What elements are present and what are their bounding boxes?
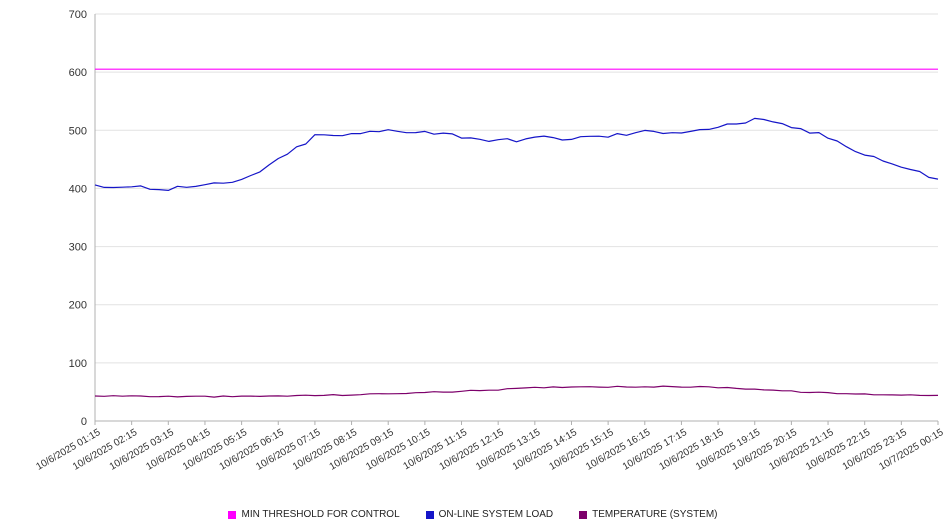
- y-tick-label: 300: [69, 242, 87, 254]
- legend-swatch-temperature: [579, 510, 588, 519]
- y-tick-label: 100: [69, 358, 87, 370]
- x-tick-label: 10/7/2025 00:15: [877, 427, 945, 473]
- y-tick-label: 200: [69, 300, 87, 312]
- legend-label-temperature: TEMPERATURE (SYSTEM): [592, 509, 718, 520]
- legend-item-temperature: TEMPERATURE (SYSTEM): [579, 509, 718, 520]
- legend-label-min-threshold: MIN THRESHOLD FOR CONTROL: [241, 509, 400, 520]
- y-tick-label: 500: [69, 125, 87, 137]
- legend-swatch-system-load: [425, 510, 434, 519]
- legend-item-system-load: ON-LINE SYSTEM LOAD: [425, 509, 554, 520]
- legend-item-min-threshold: MIN THRESHOLD FOR CONTROL: [228, 509, 400, 520]
- y-tick-label: 600: [69, 67, 87, 79]
- y-tick-label: 700: [69, 9, 87, 21]
- series-line-on-line-system-load: [94, 117, 939, 191]
- y-tick-label: 400: [69, 183, 87, 195]
- legend-swatch-min-threshold: [228, 510, 237, 519]
- y-tick-label: 0: [81, 416, 87, 428]
- series-line-temperature-system-: [94, 385, 939, 398]
- chart-legend: MIN THRESHOLD FOR CONTROL ON-LINE SYSTEM…: [0, 509, 946, 520]
- legend-label-system-load: ON-LINE SYSTEM LOAD: [438, 509, 554, 520]
